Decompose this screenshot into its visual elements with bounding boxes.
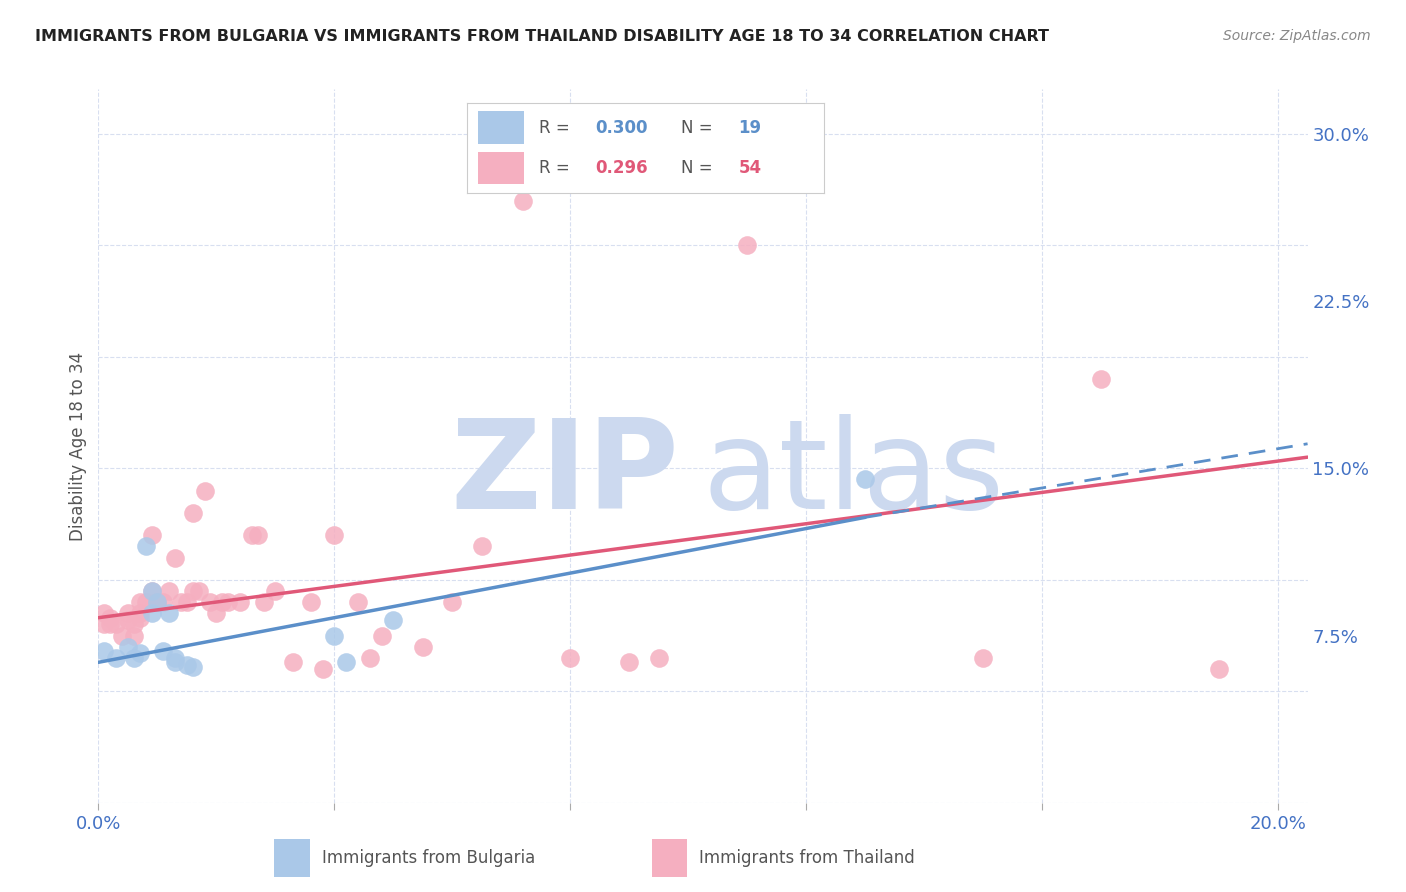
Point (619, 655, 641, 669)
Point (311, 662, 333, 676)
Point (323, 528, 346, 542)
Point (135, 539, 157, 553)
Point (217, 595, 239, 609)
Point (117, 640, 139, 654)
Point (1208, 662, 1230, 676)
Point (93, 644, 115, 658)
Point (157, 583, 180, 598)
Y-axis label: Disability Age 18 to 34: Disability Age 18 to 34 (69, 351, 87, 541)
Point (211, 595, 233, 609)
Text: IMMIGRANTS FROM BULGARIA VS IMMIGRANTS FROM THAILAND DISABILITY AGE 18 TO 34 COR: IMMIGRANTS FROM BULGARIA VS IMMIGRANTS F… (35, 29, 1049, 44)
Point (93, 617, 115, 632)
Point (122, 651, 145, 665)
Point (560, 651, 582, 665)
Point (165, 651, 187, 665)
Point (146, 595, 169, 609)
Point (264, 583, 287, 598)
Point (240, 528, 263, 542)
Point (281, 655, 304, 669)
Point (648, 651, 671, 665)
Point (735, 238, 758, 252)
Point (471, 539, 494, 553)
Point (146, 595, 169, 609)
Point (229, 595, 252, 609)
Point (146, 595, 169, 609)
Point (98, 610, 121, 624)
Point (412, 640, 434, 654)
Point (98, 617, 121, 632)
Point (141, 583, 163, 598)
Point (141, 528, 163, 542)
Point (170, 595, 193, 609)
Point (194, 483, 217, 498)
Point (135, 595, 157, 609)
Point (128, 610, 150, 624)
Point (181, 506, 204, 520)
Point (181, 660, 204, 674)
Point (853, 473, 876, 487)
Point (141, 583, 163, 598)
Text: ZIP: ZIP (450, 414, 679, 535)
Point (382, 613, 405, 627)
Point (93, 607, 115, 621)
Point (122, 617, 145, 632)
Point (323, 628, 346, 642)
Point (441, 595, 464, 609)
Point (117, 613, 139, 627)
Point (299, 595, 322, 609)
Text: atlas: atlas (703, 414, 1005, 535)
Point (105, 651, 128, 665)
Point (200, 595, 222, 609)
Point (122, 628, 145, 642)
Point (1090, 372, 1112, 386)
Point (157, 607, 180, 621)
Point (252, 595, 274, 609)
Point (152, 644, 174, 658)
Point (152, 595, 174, 609)
Point (512, 194, 534, 208)
Point (205, 607, 228, 621)
Point (181, 583, 204, 598)
Point (117, 607, 139, 621)
Point (111, 628, 134, 642)
Point (246, 528, 269, 542)
Point (128, 646, 150, 660)
Point (370, 628, 392, 642)
Point (141, 607, 163, 621)
Point (165, 655, 187, 669)
Text: Source: ZipAtlas.com: Source: ZipAtlas.com (1223, 29, 1371, 43)
Point (359, 651, 381, 665)
Point (105, 617, 128, 632)
Point (176, 657, 198, 672)
Point (335, 655, 357, 669)
Point (187, 583, 209, 598)
Point (128, 595, 150, 609)
Point (176, 595, 198, 609)
Point (347, 595, 370, 609)
Point (128, 607, 150, 621)
Point (165, 550, 187, 565)
Point (972, 651, 994, 665)
